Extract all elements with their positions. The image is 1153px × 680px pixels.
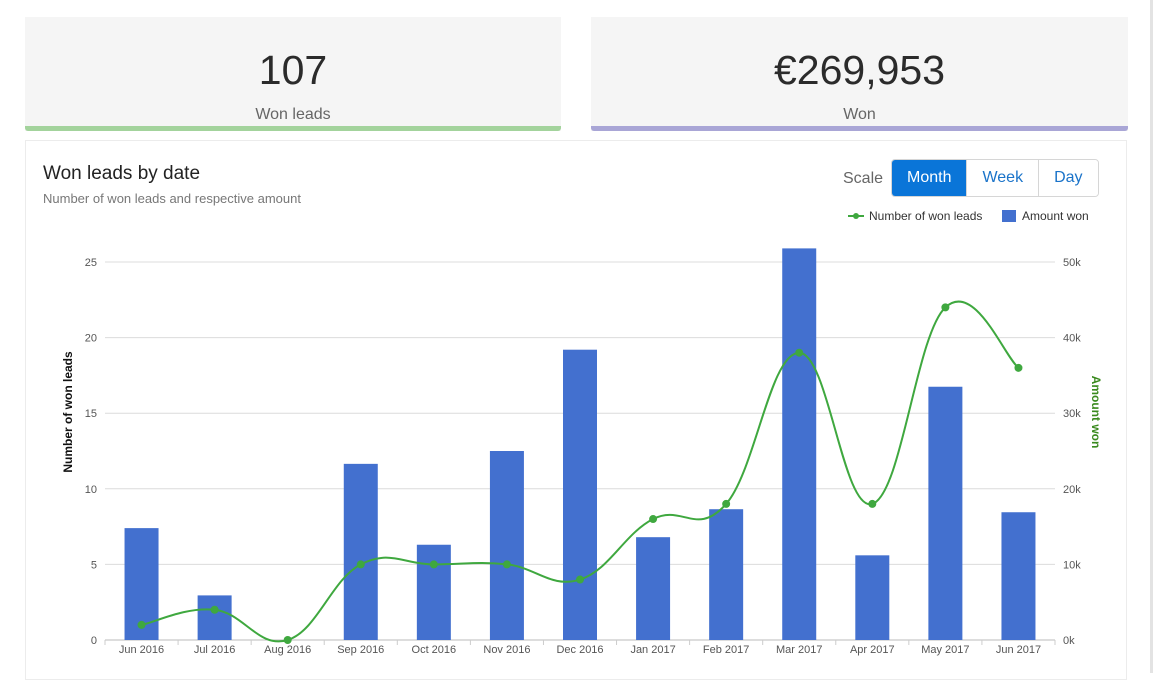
y-right-axis-title: Amount won <box>1089 376 1103 449</box>
won-leads-label: Won leads <box>255 106 331 123</box>
x-tick-label: Jan 2017 <box>630 644 675 656</box>
y-tick-label: 25 <box>85 257 97 269</box>
amount-bar <box>782 248 817 640</box>
chart-title: Won leads by date <box>43 163 201 184</box>
x-tick-label: May 2017 <box>921 644 969 656</box>
scale-week-button[interactable]: Week <box>966 160 1039 196</box>
amount-bar <box>1001 512 1036 640</box>
y-right-tick-label: 0k <box>1063 635 1075 647</box>
won-amount-value: €269,953 <box>773 47 945 93</box>
won-leads-point <box>868 499 877 508</box>
y-tick-label: 15 <box>85 408 97 420</box>
y-tick-label: 5 <box>91 559 97 571</box>
won-leads-point <box>137 620 146 629</box>
y-tick-label: 10 <box>85 484 97 496</box>
y-right-tick-label: 30k <box>1063 408 1081 420</box>
won-leads-point <box>283 636 292 644</box>
won-leads-point <box>210 605 219 614</box>
y-tick-label: 20 <box>85 333 97 345</box>
chart-subtitle: Number of won leads and respective amoun… <box>43 191 301 206</box>
won-leads-point <box>722 499 731 508</box>
scale-month-button[interactable]: Month <box>892 160 967 196</box>
amount-bar <box>197 595 232 640</box>
won-leads-point <box>795 348 804 357</box>
y-axis-title: Number of won leads <box>61 351 75 473</box>
won-leads-accent-bar <box>25 126 561 131</box>
y-right-tick-label: 40k <box>1063 333 1081 345</box>
won-leads-point <box>1014 363 1023 372</box>
y-right-tick-label: 10k <box>1063 559 1081 571</box>
x-tick-label: Jul 2016 <box>194 644 236 656</box>
won-leads-point <box>429 560 438 569</box>
won-leads-card: 107 Won leads <box>25 17 561 131</box>
x-tick-label: Feb 2017 <box>703 644 749 656</box>
x-tick-label: Apr 2017 <box>850 644 895 656</box>
won-leads-line <box>141 300 1020 643</box>
won-amount-label: Won <box>843 106 876 123</box>
amount-bar <box>563 349 597 640</box>
amount-bar <box>928 386 963 640</box>
won-leads-point <box>502 560 511 569</box>
legend-bar-swatch <box>1002 210 1016 222</box>
legend-label-amount-won: Amount won <box>1022 209 1089 223</box>
x-tick-label: Sep 2016 <box>337 644 384 656</box>
won-leads-point <box>356 560 365 569</box>
x-tick-label: Aug 2016 <box>264 644 311 656</box>
x-tick-label: Nov 2016 <box>483 644 530 656</box>
x-tick-label: Jun 2016 <box>119 644 164 656</box>
won-leads-value: 107 <box>258 47 328 93</box>
y-tick-label: 0 <box>91 635 97 647</box>
scale-toggle-group: Month Week Day <box>891 159 1099 197</box>
amount-bar <box>855 555 890 640</box>
scrollbar-edge <box>1150 0 1153 673</box>
legend-line-marker <box>853 213 859 219</box>
scale-day-button[interactable]: Day <box>1038 160 1098 196</box>
amount-bar <box>709 509 744 640</box>
amount-bar <box>636 537 671 640</box>
won-leads-point <box>649 515 658 524</box>
x-tick-label: Mar 2017 <box>776 644 822 656</box>
won-leads-point <box>576 575 584 584</box>
scale-label: Scale <box>843 170 884 187</box>
won-leads-point <box>941 303 950 312</box>
y-right-tick-label: 20k <box>1063 484 1081 496</box>
legend-label-won-leads: Number of won leads <box>869 209 982 223</box>
won-amount-card: €269,953 Won <box>591 17 1128 131</box>
x-tick-label: Oct 2016 <box>412 644 457 656</box>
x-tick-label: Jun 2017 <box>996 644 1041 656</box>
amount-bar <box>416 544 451 640</box>
x-tick-label: Dec 2016 <box>556 644 603 656</box>
amount-bar <box>489 451 524 640</box>
won-amount-accent-bar <box>591 126 1128 131</box>
y-right-tick-label: 50k <box>1063 257 1081 269</box>
amount-bar <box>343 463 378 640</box>
